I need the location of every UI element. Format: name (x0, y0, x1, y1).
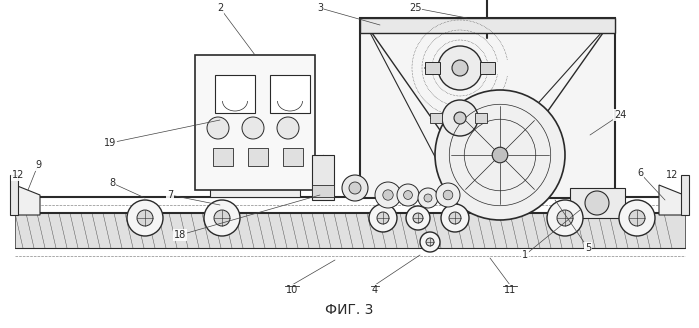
Text: 9: 9 (35, 160, 41, 170)
Bar (213, 148, 233, 166)
Bar (283, 148, 303, 166)
Circle shape (436, 183, 460, 207)
Circle shape (547, 200, 583, 236)
Bar (312, 155, 334, 200)
Circle shape (443, 190, 453, 200)
Circle shape (137, 210, 153, 226)
Circle shape (619, 200, 655, 236)
Circle shape (377, 212, 389, 224)
Circle shape (629, 210, 645, 226)
Text: 8: 8 (109, 178, 115, 188)
Circle shape (424, 194, 432, 202)
Bar (480, 62, 495, 74)
Circle shape (127, 200, 163, 236)
Circle shape (441, 204, 469, 232)
Circle shape (369, 204, 397, 232)
Text: 11: 11 (504, 285, 516, 295)
Circle shape (452, 60, 468, 76)
Bar (15, 213, 685, 248)
Circle shape (242, 117, 264, 139)
Text: 19: 19 (104, 138, 116, 148)
Circle shape (207, 117, 229, 139)
Circle shape (413, 213, 423, 223)
Text: 18: 18 (174, 230, 186, 240)
Circle shape (214, 210, 230, 226)
Circle shape (204, 200, 240, 236)
Circle shape (406, 206, 430, 230)
Bar (681, 175, 689, 215)
Text: 10: 10 (286, 285, 298, 295)
Bar (10, 175, 18, 215)
Circle shape (442, 100, 478, 136)
Circle shape (403, 191, 412, 199)
Circle shape (342, 175, 368, 201)
Circle shape (492, 147, 507, 163)
Circle shape (277, 117, 299, 139)
Bar (475, 113, 487, 123)
Text: 12: 12 (12, 170, 24, 180)
Circle shape (349, 182, 361, 194)
Bar (215, 75, 255, 113)
Text: 2: 2 (217, 3, 223, 13)
Bar (210, 175, 300, 197)
Bar (270, 75, 310, 113)
Bar (430, 113, 442, 123)
Circle shape (449, 212, 461, 224)
Text: 4: 4 (372, 285, 378, 295)
Circle shape (397, 184, 419, 206)
Circle shape (557, 210, 573, 226)
Bar (312, 185, 334, 197)
Bar (360, 18, 615, 33)
Circle shape (454, 112, 466, 124)
Text: 6: 6 (637, 168, 643, 178)
Circle shape (426, 238, 434, 246)
Text: 25: 25 (409, 3, 421, 13)
Bar (570, 188, 625, 218)
Polygon shape (15, 185, 40, 215)
Text: 7: 7 (167, 190, 173, 200)
Circle shape (383, 190, 394, 200)
Circle shape (435, 90, 565, 220)
Text: ФИГ. 3: ФИГ. 3 (325, 303, 374, 317)
Circle shape (420, 232, 440, 252)
Text: 3: 3 (317, 3, 323, 13)
Bar (360, 18, 615, 198)
Text: 1: 1 (522, 250, 528, 260)
Text: 5: 5 (585, 243, 591, 253)
Polygon shape (659, 185, 684, 215)
Circle shape (438, 46, 482, 90)
Text: 24: 24 (614, 110, 626, 120)
Bar (425, 62, 440, 74)
Circle shape (585, 191, 609, 215)
Circle shape (418, 188, 438, 208)
Bar (195, 55, 315, 190)
Text: 12: 12 (666, 170, 678, 180)
Bar (248, 148, 268, 166)
Circle shape (375, 182, 401, 208)
